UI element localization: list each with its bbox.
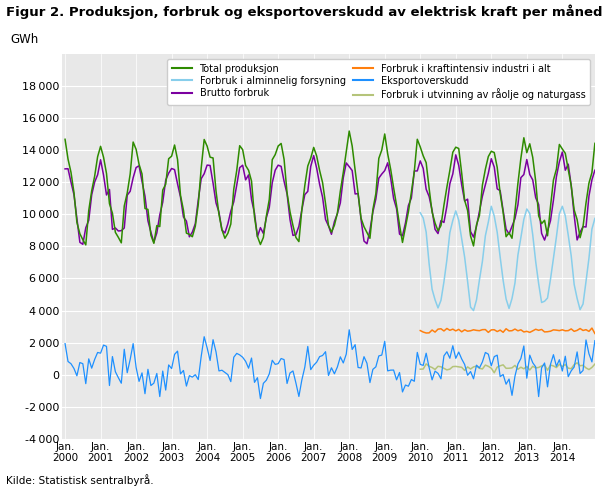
Legend: Total produksjon, Forbruk i alminnelig forsyning, Brutto forbruk, Forbruk i kraf: Total produksjon, Forbruk i alminnelig f… [167,59,590,105]
Text: Figur 2. Produksjon, forbruk og eksportoverskudd av elektrisk kraft per måned: Figur 2. Produksjon, forbruk og eksporto… [6,5,603,20]
Text: Kilde: Statistisk sentralbyrå.: Kilde: Statistisk sentralbyrå. [6,474,154,486]
Y-axis label: GWh: GWh [11,33,39,46]
